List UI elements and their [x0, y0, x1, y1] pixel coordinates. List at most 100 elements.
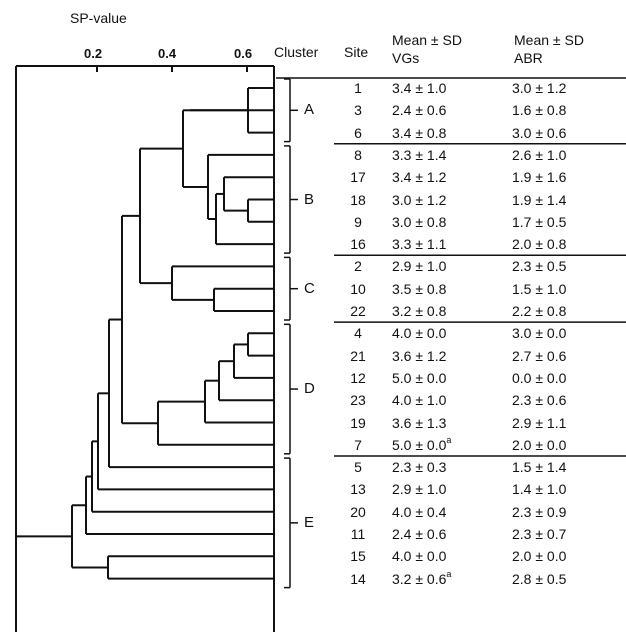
abr-value: 2.3 ± 0.9 [512, 503, 567, 520]
vgs-value: 4.0 ± 1.0 [392, 392, 446, 408]
abr-value: 3.0 ± 0.0 [512, 325, 567, 342]
vgs-value: 3.5 ± 0.8 [392, 281, 446, 297]
footnote-marker: a [446, 435, 452, 446]
vgs-value-text: 2.4 ± 0.6 [392, 102, 447, 119]
abr-value: 2.3 ± 0.7 [512, 526, 567, 542]
footnote-marker: a [446, 568, 452, 579]
header-site: Site [344, 44, 369, 60]
vgs-value-text: 2.4 ± 0.6 [392, 526, 447, 542]
cluster-label-c: C [304, 279, 315, 297]
axis-tick-0-6: 0.6 [234, 46, 253, 61]
cluster-label-a: A [304, 101, 315, 119]
vgs-value: 3.3 ± 1.1 [392, 236, 446, 252]
site-number: 22 [350, 303, 366, 319]
vgs-value-text: 3.0 ± 0.8 [392, 213, 447, 230]
abr-value: 0.0 ± 0.0 [512, 369, 567, 386]
site-number: 3 [354, 102, 362, 119]
abr-value: 2.0 ± 0.0 [512, 436, 567, 453]
vgs-value: 4.0 ± 0.0 [392, 325, 446, 341]
vgs-value: 3.4 ± 1.0 [392, 80, 446, 96]
abr-value: 1.7 ± 0.5 [512, 213, 567, 230]
vgs-value-text: 2.9 ± 1.0 [392, 258, 447, 275]
header-vgs-line2: VGs [392, 50, 420, 66]
vgs-value: 2.3 ± 0.3 [392, 459, 446, 475]
abr-value: 1.5 ± 1.0 [512, 280, 567, 297]
vgs-value-text: 3.4 ± 1.2 [392, 169, 447, 186]
vgs-value-text: 4.0 ± 1.0 [392, 392, 447, 409]
vgs-value: 3.6 ± 1.3 [392, 415, 446, 431]
abr-value: 1.6 ± 0.8 [512, 102, 567, 119]
vgs-value: 3.2 ± 0.6a [392, 568, 452, 587]
vgs-value: 2.4 ± 0.6 [392, 102, 446, 118]
site-number: 16 [350, 236, 366, 253]
axis-title: SP-value [70, 10, 127, 26]
vgs-value: 3.2 ± 0.8 [392, 303, 446, 319]
site-number: 13 [350, 481, 366, 498]
abr-value: 2.6 ± 1.0 [512, 146, 567, 163]
site-number: 2 [354, 258, 362, 275]
site-number: 6 [354, 124, 362, 141]
header-vgs-line1: Mean ± SD [392, 32, 462, 48]
abr-value: 2.8 ± 0.5 [512, 570, 567, 587]
site-number: 4 [354, 325, 362, 342]
site-number: 5 [354, 459, 362, 476]
site-number: 17 [350, 169, 366, 186]
cluster-label-d: D [304, 380, 315, 398]
abr-value: 1.9 ± 1.6 [512, 169, 567, 186]
vgs-value-text: 3.2 ± 0.8 [392, 303, 447, 319]
vgs-value-text: 3.0 ± 1.2 [392, 191, 447, 208]
vgs-value-text: 3.2 ± 0.6 [392, 570, 447, 587]
vgs-value-text: 5.0 ± 0.0 [392, 369, 447, 386]
vgs-value: 5.0 ± 0.0 [392, 370, 446, 386]
abr-value: 3.0 ± 0.6 [512, 124, 567, 141]
site-number: 10 [350, 280, 366, 297]
site-number: 12 [350, 369, 366, 386]
vgs-value-text: 3.3 ± 1.4 [392, 146, 447, 163]
site-number: 1 [354, 80, 362, 96]
vgs-value-text: 3.5 ± 0.8 [392, 280, 447, 297]
header-cluster: Cluster [274, 44, 319, 60]
site-number: 20 [350, 503, 366, 520]
abr-value: 2.0 ± 0.0 [512, 548, 567, 565]
site-number: 21 [350, 347, 366, 364]
vgs-value-text: 3.6 ± 1.3 [392, 414, 447, 431]
vgs-value-text: 4.0 ± 0.0 [392, 325, 447, 342]
vgs-value: 2.9 ± 1.0 [392, 258, 446, 274]
site-number: 11 [350, 526, 366, 542]
abr-value: 1.4 ± 1.0 [512, 481, 567, 498]
site-number: 15 [350, 548, 366, 565]
vgs-value: 3.0 ± 1.2 [392, 192, 446, 208]
vgs-value-text: 4.0 ± 0.4 [392, 503, 447, 520]
site-number: 23 [350, 392, 366, 409]
vgs-value-text: 3.4 ± 1.0 [392, 80, 447, 96]
header-abr-line1: Mean ± SD [514, 32, 584, 48]
vgs-value-text: 2.9 ± 1.0 [392, 481, 447, 498]
vgs-value: 4.0 ± 0.0 [392, 548, 446, 564]
vgs-value: 3.0 ± 0.8 [392, 214, 446, 230]
vgs-value-text: 5.0 ± 0.0 [392, 436, 447, 453]
vgs-value: 3.6 ± 1.2 [392, 348, 446, 364]
site-number: 9 [354, 213, 362, 230]
vgs-value-text: 3.4 ± 0.8 [392, 124, 447, 141]
abr-value: 1.5 ± 1.4 [512, 459, 567, 476]
vgs-value: 5.0 ± 0.0a [392, 435, 452, 453]
vgs-value-text: 3.3 ± 1.1 [392, 236, 447, 253]
vgs-value: 3.4 ± 0.8 [392, 125, 446, 141]
abr-value: 2.7 ± 0.6 [512, 347, 567, 364]
site-number: 8 [354, 146, 362, 163]
abr-value: 2.2 ± 0.8 [512, 303, 567, 319]
abr-value: 2.3 ± 0.6 [512, 392, 567, 409]
vgs-value: 2.4 ± 0.6 [392, 526, 446, 542]
vgs-value: 3.3 ± 1.4 [392, 147, 446, 163]
abr-value: 2.9 ± 1.1 [512, 414, 567, 431]
header-abr-line2: ABR [514, 50, 543, 66]
site-number: 18 [350, 191, 366, 208]
site-number: 19 [350, 414, 366, 431]
abr-value: 2.0 ± 0.8 [512, 236, 567, 253]
site-number: 7 [354, 436, 362, 453]
vgs-value-text: 2.3 ± 0.3 [392, 459, 447, 476]
axis-tick-0-4: 0.4 [158, 46, 177, 61]
axis-tick-0-2: 0.2 [84, 46, 103, 61]
